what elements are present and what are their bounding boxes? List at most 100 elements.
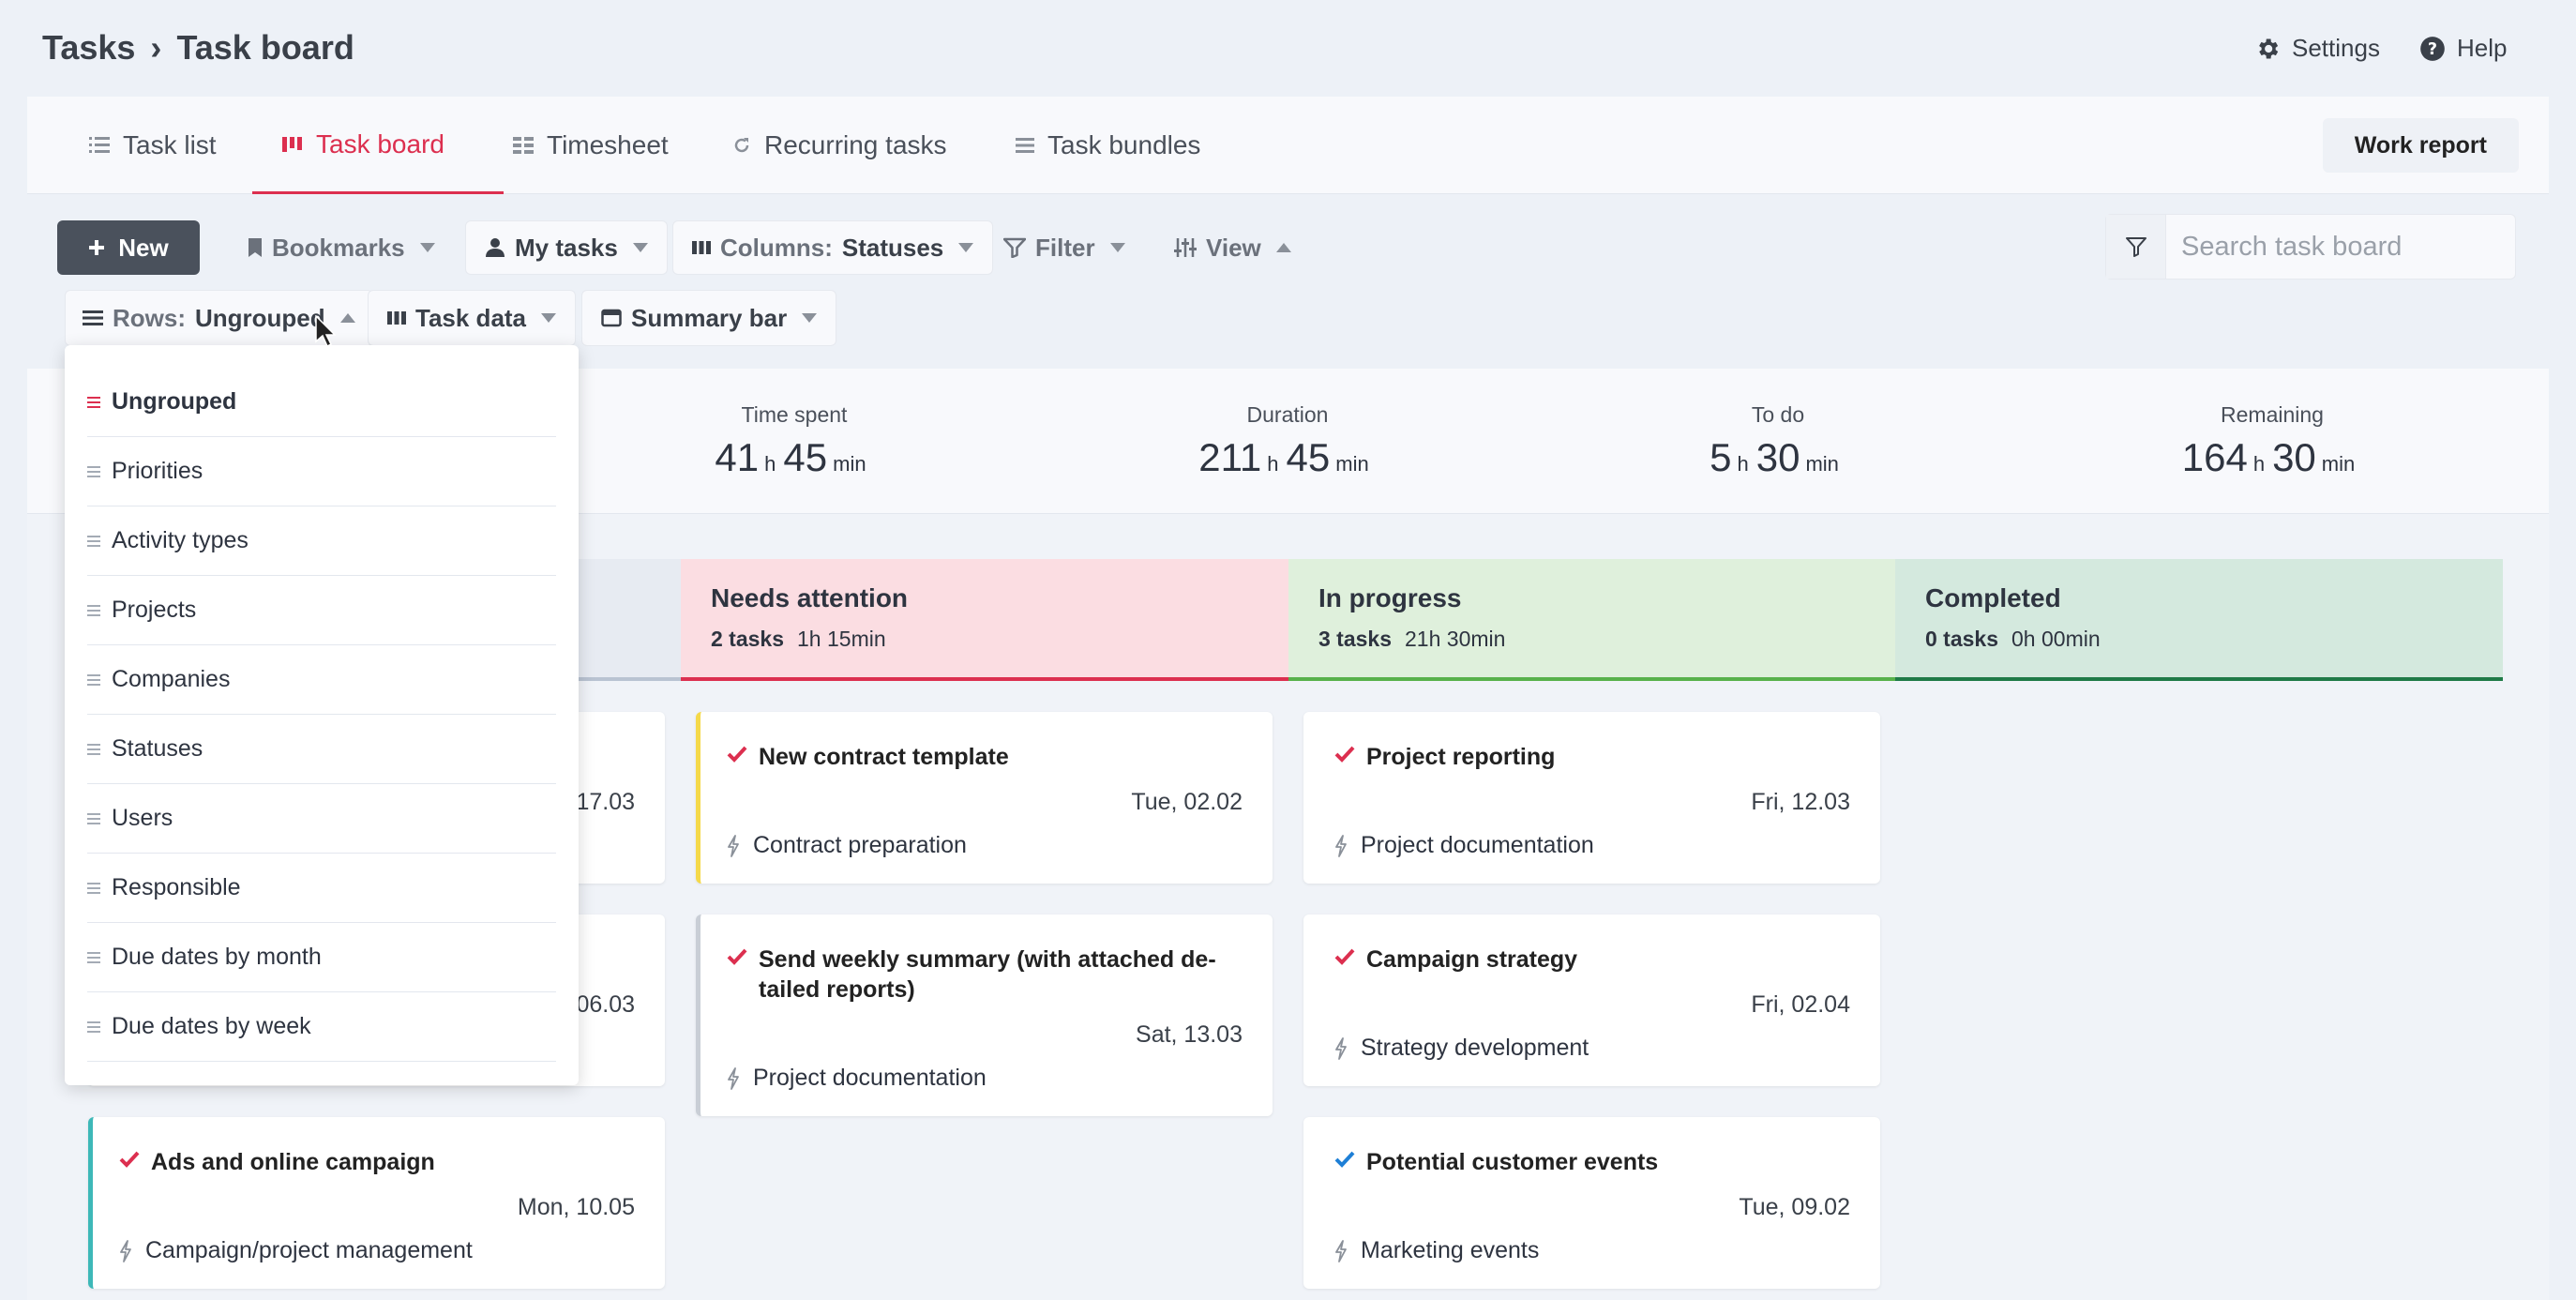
task-date: 06.03 (576, 991, 635, 1018)
activity-label: Campaign/project management (145, 1237, 473, 1263)
help-link[interactable]: ? Help (2419, 34, 2507, 63)
columns-prefix: Columns: (720, 233, 833, 262)
stat-label: Time spent (741, 402, 848, 427)
rows-option-icon (87, 535, 100, 547)
minutes: 30 (1755, 435, 1800, 479)
check-icon (727, 746, 747, 763)
view-label: View (1206, 233, 1261, 262)
columns-icon (387, 310, 406, 326)
tab-label: Recurring tasks (764, 130, 947, 159)
rows-menu-item[interactable]: Activity types (87, 506, 556, 576)
breadcrumb-current: Task board (176, 28, 354, 67)
rows-menu-item[interactable]: Statuses (87, 715, 556, 784)
board-icon (282, 135, 303, 154)
filter-dropdown[interactable]: Filter (985, 220, 1144, 275)
my-tasks-label: My tasks (515, 233, 618, 262)
task-activity: Strategy development (1334, 1035, 1589, 1062)
hours: 5 (1710, 435, 1732, 479)
task-card[interactable]: Campaign strategy Fri, 02.04 Strategy de… (1303, 915, 1880, 1086)
rows-dropdown[interactable]: Rows: Ungrouped (65, 290, 373, 346)
task-date: Tue, 09.02 (1739, 1194, 1850, 1220)
my-tasks-dropdown[interactable]: My tasks (465, 220, 668, 275)
stat-to-do: To do 5 h 30 min (1710, 402, 1846, 480)
tab-task-bundles[interactable]: Task bundles (1016, 97, 1200, 194)
rows-menu-item[interactable]: Priorities (87, 437, 556, 506)
check-icon (119, 1151, 140, 1168)
rows-menu-item-label: Responsible (112, 874, 241, 900)
task-card[interactable]: Ads and online campaign Mon, 10.05 Campa… (88, 1117, 665, 1289)
column-header-completed[interactable]: Completed 0 tasks 0h 00min (1895, 559, 2503, 681)
chevron-down-icon (1109, 243, 1125, 252)
rows-menu-item[interactable]: Due dates by month (87, 923, 556, 992)
tab-timesheet[interactable]: Timesheet (513, 97, 669, 194)
new-button[interactable]: New (57, 220, 200, 275)
chevron-up-icon (339, 313, 355, 323)
tab-label: Task bundles (1047, 130, 1201, 159)
stat-value: 164 h 30 min (2182, 435, 2363, 480)
unit-h: h (1267, 452, 1279, 476)
task-card[interactable]: Potential customer events Tue, 09.02 Mar… (1303, 1117, 1880, 1289)
settings-link[interactable]: Settings (2254, 34, 2380, 63)
list-icon (89, 136, 110, 155)
stat-value: 211 h 45 min (1198, 435, 1376, 480)
breadcrumb-root[interactable]: Tasks (42, 28, 136, 67)
rows-option-icon (87, 882, 100, 894)
task-activity: Project documentation (1334, 832, 1594, 859)
help-label: Help (2457, 34, 2508, 62)
bookmarks-dropdown[interactable]: Bookmarks (229, 220, 454, 275)
rows-prefix: Rows: (113, 303, 186, 332)
tab-bar: Task list Task board Timesheet Recurring… (27, 97, 2549, 194)
bookmark-icon (248, 237, 263, 258)
tab-task-board[interactable]: Task board (252, 97, 504, 194)
column-header-in-progress[interactable]: In progress 3 tasks 21h 30min (1288, 559, 1895, 681)
rows-option-icon (87, 743, 100, 755)
task-activity: Marketing events (1334, 1237, 1539, 1264)
check-icon (1334, 948, 1355, 965)
bookmarks-label: Bookmarks (272, 233, 405, 262)
task-card[interactable]: Send weekly summary (with attached de-ta… (696, 915, 1273, 1116)
hours: 41 (715, 435, 760, 479)
rows-menu-item[interactable]: Due dates by week (87, 992, 556, 1062)
lightning-icon (1334, 834, 1348, 857)
svg-text:?: ? (2428, 39, 2437, 58)
rows-menu-item-label: Users (112, 805, 173, 831)
unit-min: min (2321, 452, 2356, 476)
rows-menu-item-label: Ungrouped (112, 388, 237, 415)
search-input[interactable] (2166, 231, 2504, 263)
view-dropdown[interactable]: View (1155, 220, 1310, 275)
rows-menu-item-label: Companies (112, 666, 231, 692)
task-title: Campaign strategy (1366, 946, 1578, 973)
help-icon: ? (2419, 36, 2446, 62)
tab-recurring-tasks[interactable]: Recurring tasks (732, 97, 947, 194)
tab-task-list[interactable]: Task list (89, 97, 217, 194)
stat-label: To do (1751, 402, 1805, 427)
rows-menu-item[interactable]: Companies (87, 645, 556, 715)
tab-label: Task list (123, 130, 217, 159)
work-report-button[interactable]: Work report (2322, 118, 2519, 173)
task-date: Mon, 10.05 (517, 1194, 635, 1220)
unit-min: min (833, 452, 866, 476)
task-title: Project reporting (1366, 744, 1556, 770)
column-header-needs-attention[interactable]: Needs attention 2 tasks 1h 15min (681, 559, 1288, 681)
check-icon (727, 948, 747, 965)
rows-menu-item[interactable]: Ungrouped (87, 368, 556, 437)
rows-menu-item-label: Projects (112, 597, 197, 623)
task-activity: Project documentation (727, 1065, 987, 1092)
rows-option-icon (87, 673, 100, 686)
lightning-icon (119, 1239, 132, 1262)
summary-bar-dropdown[interactable]: Summary bar (581, 290, 837, 346)
task-card[interactable]: Project reporting Fri, 12.03 Project doc… (1303, 712, 1880, 884)
rows-menu-item[interactable]: Responsible (87, 854, 556, 923)
rows-option-icon (87, 604, 100, 616)
unit-min: min (1805, 452, 1839, 476)
task-data-dropdown[interactable]: Task data (368, 290, 577, 346)
columns-dropdown[interactable]: Columns: Statuses (672, 220, 994, 275)
task-card[interactable]: New contract template Tue, 02.02 Contrac… (696, 712, 1273, 884)
filter-icon[interactable] (2106, 215, 2166, 279)
unit-min: min (1335, 452, 1369, 476)
rows-menu-item[interactable]: Users (87, 784, 556, 854)
rows-value: Ungrouped (195, 303, 325, 332)
rows-option-icon (87, 396, 100, 408)
task-date: 17.03 (576, 789, 635, 815)
rows-menu-item[interactable]: Projects (87, 576, 556, 645)
